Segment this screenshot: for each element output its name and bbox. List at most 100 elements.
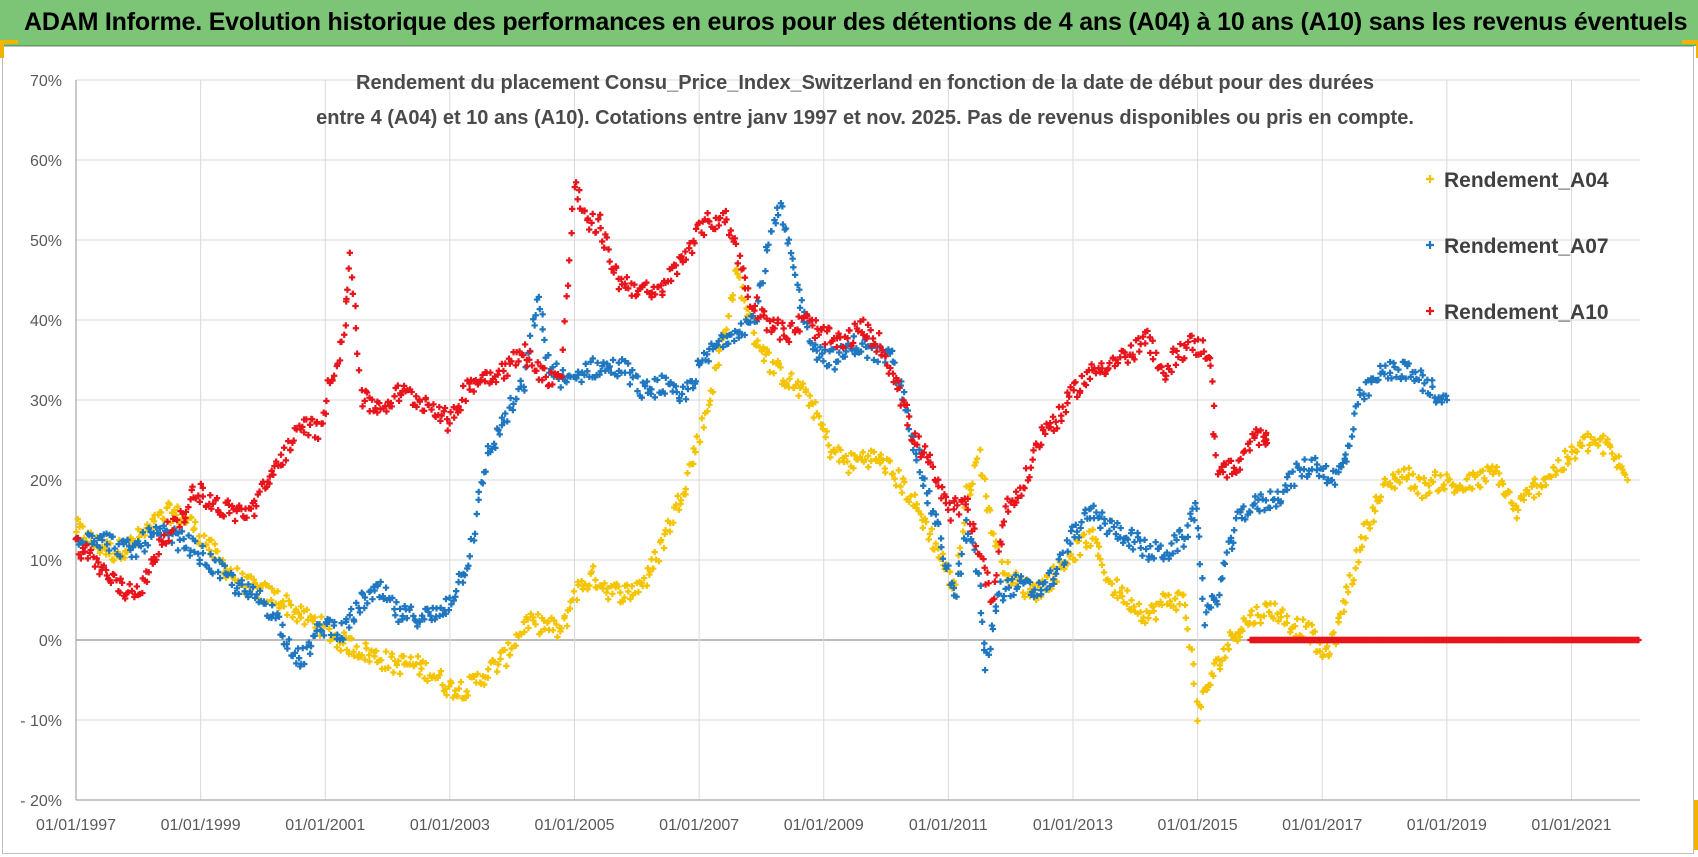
data-point — [526, 348, 534, 355]
data-point — [1587, 433, 1595, 441]
data-point — [308, 416, 316, 423]
data-point — [1216, 591, 1223, 599]
data-point — [444, 427, 451, 434]
data-point — [915, 433, 923, 440]
data-point — [932, 540, 939, 547]
data-point — [955, 511, 963, 518]
data-point — [1419, 372, 1426, 379]
data-point — [1152, 538, 1159, 546]
data-point — [575, 581, 582, 589]
data-point — [446, 420, 453, 427]
data-point — [1305, 619, 1312, 627]
data-point — [921, 515, 929, 522]
x-tick-label: 01/01/2011 — [909, 817, 988, 834]
data-point — [191, 548, 198, 556]
data-point — [958, 550, 965, 558]
data-point — [584, 215, 591, 222]
data-point — [973, 455, 981, 462]
data-point — [1209, 378, 1216, 385]
data-point — [1050, 576, 1057, 583]
data-point — [205, 565, 213, 572]
data-point — [414, 623, 421, 630]
data-point — [564, 282, 572, 289]
data-point — [812, 341, 819, 348]
data-point — [1242, 516, 1249, 523]
data-point — [93, 555, 100, 562]
data-point — [496, 431, 503, 438]
data-point — [374, 582, 381, 590]
data-point — [1053, 565, 1061, 573]
data-point — [1242, 618, 1249, 625]
data-point — [1050, 563, 1057, 570]
data-point — [1086, 375, 1094, 383]
data-point — [1237, 455, 1244, 463]
data-point — [416, 618, 424, 626]
data-point — [729, 292, 737, 299]
data-point — [723, 326, 730, 333]
data-point — [765, 349, 772, 356]
data-point — [945, 562, 952, 569]
data-point — [957, 570, 965, 577]
data-point — [1355, 558, 1362, 566]
data-point — [1157, 542, 1164, 549]
data-point — [1072, 378, 1079, 386]
data-point — [727, 227, 734, 234]
data-point — [320, 632, 328, 639]
data-point — [283, 592, 290, 599]
data-point — [851, 320, 858, 328]
data-point — [1405, 471, 1412, 479]
data-point — [588, 219, 595, 227]
data-point — [972, 542, 979, 550]
data-point — [1009, 497, 1016, 504]
data-point — [812, 398, 819, 406]
data-point — [350, 652, 358, 660]
data-point — [998, 558, 1006, 566]
data-point — [1230, 464, 1238, 472]
data-point — [836, 349, 843, 356]
data-point — [563, 293, 570, 300]
data-point — [970, 520, 977, 528]
data-point — [470, 673, 478, 681]
x-tick-label: 01/01/1999 — [161, 817, 241, 834]
data-point — [139, 529, 147, 536]
data-point — [282, 457, 290, 464]
data-point — [442, 610, 449, 618]
data-point — [592, 228, 600, 236]
data-point — [156, 536, 163, 543]
data-point — [1067, 527, 1075, 535]
data-point — [1234, 637, 1241, 645]
data-point — [704, 209, 711, 217]
data-point — [323, 397, 330, 405]
data-point — [682, 491, 689, 498]
data-point — [553, 621, 560, 628]
data-point — [485, 666, 492, 673]
data-point — [481, 378, 489, 385]
data-point — [691, 240, 698, 247]
data-point — [846, 327, 853, 334]
data-point — [634, 387, 641, 395]
data-point — [661, 390, 669, 397]
data-point — [1096, 513, 1103, 520]
data-point — [1299, 616, 1307, 623]
data-point — [845, 469, 852, 476]
data-point — [977, 446, 984, 453]
data-point — [209, 570, 216, 577]
data-point — [253, 502, 260, 510]
data-point — [977, 582, 984, 589]
data-point — [300, 429, 308, 436]
data-point — [952, 495, 959, 502]
data-point — [1230, 539, 1237, 546]
data-point — [741, 331, 748, 339]
data-point — [615, 583, 622, 590]
data-point — [1168, 540, 1175, 547]
data-point — [741, 274, 749, 281]
data-point — [1166, 552, 1173, 559]
data-point — [516, 348, 523, 355]
data-point — [822, 433, 829, 441]
data-point — [412, 660, 420, 668]
data-point — [643, 582, 651, 589]
data-point — [597, 224, 604, 232]
data-point — [1335, 468, 1342, 476]
data-point — [284, 645, 291, 652]
data-point — [917, 511, 925, 518]
